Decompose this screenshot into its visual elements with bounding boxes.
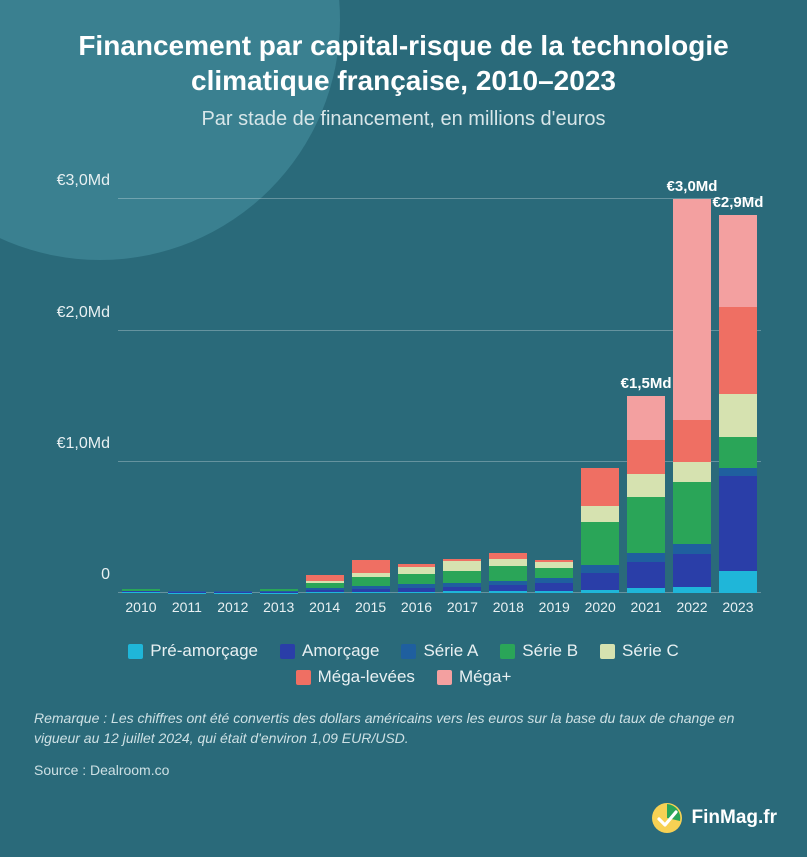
bar-segment-mega: [627, 440, 665, 474]
bar-segment-megap: [627, 396, 665, 440]
bar-column: [398, 564, 436, 593]
bar-segment-seriesC: [398, 567, 436, 574]
x-tick-label: 2022: [673, 593, 711, 623]
bar-segment-seriesA: [627, 553, 665, 562]
legend-swatch: [437, 670, 452, 685]
chart-subtitle: Par stade de financement, en millions d'…: [34, 108, 773, 131]
bar-segment-seriesB: [581, 522, 619, 565]
bar-segment-seriesB: [627, 497, 665, 553]
bar-segment-seed: [719, 476, 757, 571]
bars-container: €1,5Md€3,0Md€2,9Md: [118, 173, 761, 593]
legend-swatch: [280, 644, 295, 659]
bar-value-label: €2,9Md: [713, 194, 764, 211]
bar-segment-mega: [581, 468, 619, 506]
legend-label: Série B: [522, 641, 578, 661]
legend-swatch: [401, 644, 416, 659]
legend-item-megap: Méga+: [437, 667, 511, 687]
x-tick-label: 2017: [443, 593, 481, 623]
legend-swatch: [500, 644, 515, 659]
x-tick-label: 2015: [352, 593, 390, 623]
bar-segment-mega: [719, 307, 757, 394]
legend-item-seriesC: Série C: [600, 641, 679, 661]
bar-segment-seriesB: [352, 577, 390, 586]
plot-area: €1,5Md€3,0Md€2,9Md: [118, 173, 761, 593]
footnote: Remarque : Les chiffres ont été converti…: [34, 709, 773, 748]
x-tick-label: 2013: [260, 593, 298, 623]
bar-segment-seed: [581, 573, 619, 590]
bar-segment-seriesB: [489, 566, 527, 580]
x-tick-label: 2010: [122, 593, 160, 623]
bar-segment-pre: [719, 571, 757, 593]
x-tick-label: 2011: [168, 593, 206, 623]
bar-segment-seriesB: [719, 437, 757, 469]
bar-column: €1,5Md: [627, 396, 665, 593]
x-tick-label: 2020: [581, 593, 619, 623]
bar-column: €3,0Md: [673, 199, 711, 593]
x-tick-label: 2016: [398, 593, 436, 623]
legend-item-pre: Pré-amorçage: [128, 641, 258, 661]
bar-column: [306, 575, 344, 593]
y-tick-label: €1,0Md: [46, 435, 110, 453]
y-tick-label: 0: [46, 566, 110, 584]
main-content: Financement par capital-risque de la tec…: [0, 0, 807, 778]
brand-logo: FinMag.fr: [650, 801, 778, 835]
bar-value-label: €3,0Md: [667, 178, 718, 195]
chart-title: Financement par capital-risque de la tec…: [34, 28, 773, 98]
bar-column: €2,9Md: [719, 215, 757, 593]
legend-label: Méga-levées: [318, 667, 415, 687]
bar-segment-seriesC: [719, 394, 757, 437]
bar-segment-seriesA: [581, 565, 619, 572]
bar-segment-megap: [719, 215, 757, 307]
bar-segment-seed: [627, 562, 665, 588]
bar-segment-seriesB: [673, 482, 711, 544]
bar-value-label: €1,5Md: [621, 375, 672, 392]
bar-segment-seriesC: [489, 559, 527, 566]
logo-text: FinMag.fr: [692, 807, 778, 829]
bar-segment-seed: [535, 583, 573, 590]
y-tick-label: €2,0Md: [46, 304, 110, 322]
bar-segment-mega: [352, 560, 390, 572]
x-tick-label: 2023: [719, 593, 757, 623]
legend-swatch: [600, 644, 615, 659]
bar-segment-seriesB: [398, 574, 436, 585]
legend-item-mega: Méga-levées: [296, 667, 415, 687]
bar-segment-seriesA: [673, 544, 711, 555]
bar-segment-seed: [673, 554, 711, 587]
bar-segment-mega: [673, 420, 711, 462]
legend-swatch: [296, 670, 311, 685]
bar-segment-seriesC: [443, 561, 481, 571]
bar-segment-seriesC: [673, 462, 711, 482]
bar-segment-seriesB: [443, 571, 481, 583]
y-tick-label: €3,0Md: [46, 172, 110, 190]
bar-column: [352, 560, 390, 593]
bar-segment-seriesA: [719, 468, 757, 476]
legend-item-seed: Amorçage: [280, 641, 379, 661]
legend-label: Pré-amorçage: [150, 641, 258, 661]
bar-segment-seriesC: [581, 506, 619, 522]
bar-column: [489, 553, 527, 593]
legend-item-seriesA: Série A: [401, 641, 478, 661]
legend-label: Série C: [622, 641, 679, 661]
x-tick-label: 2012: [214, 593, 252, 623]
bar-column: [581, 468, 619, 593]
bar-segment-seriesB: [535, 568, 573, 579]
bar-column: [535, 560, 573, 593]
legend-label: Méga+: [459, 667, 511, 687]
x-tick-label: 2019: [535, 593, 573, 623]
legend-swatch: [128, 644, 143, 659]
legend-label: Amorçage: [302, 641, 379, 661]
logo-icon: [650, 801, 684, 835]
x-tick-label: 2014: [306, 593, 344, 623]
legend: Pré-amorçage Amorçage Série A Série B Série …: [94, 641, 714, 687]
bar-segment-seriesC: [627, 474, 665, 496]
x-axis: 2010 2011 2012 2013 2014 2015 20162017 2018 2019…: [118, 593, 761, 623]
legend-label: Série A: [423, 641, 478, 661]
x-tick-label: 2018: [489, 593, 527, 623]
bar-segment-megap: [673, 199, 711, 420]
source-text: Source : Dealroom.co: [34, 762, 773, 778]
chart-area: 0€1,0Md€2,0Md€3,0Md €1,5Md€3,0Md€2,9Md 2…: [46, 173, 761, 623]
bar-column: [443, 559, 481, 593]
legend-item-seriesB: Série B: [500, 641, 578, 661]
x-tick-label: 2021: [627, 593, 665, 623]
